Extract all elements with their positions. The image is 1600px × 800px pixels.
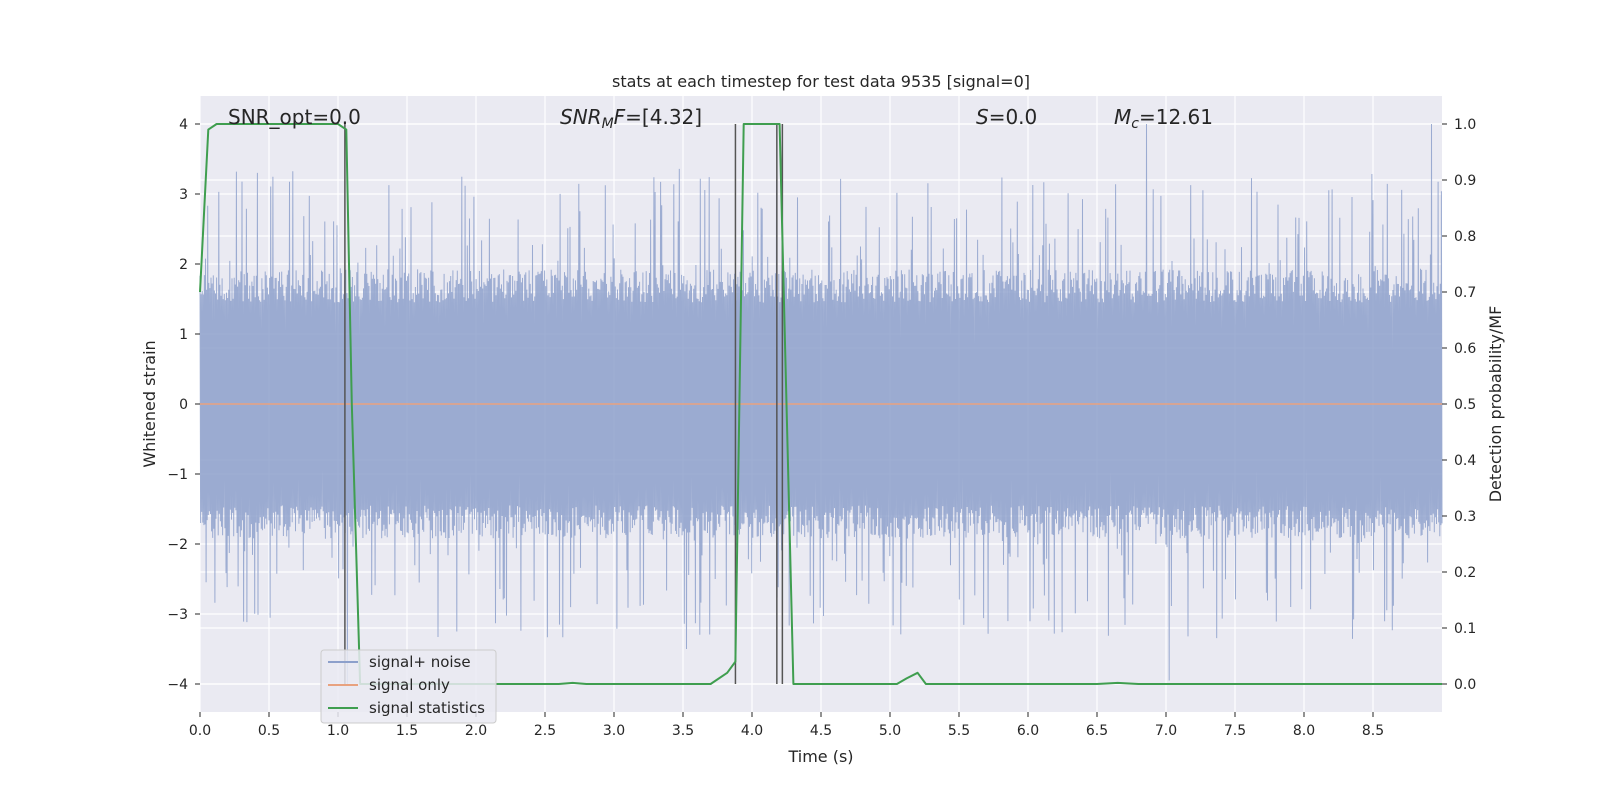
ticks: 0.0 0.5 1.0 1.5 2.0 2.5 3.0 3.5 4.0 4.5 5.0 5.5 6.0 6… [167, 117, 1476, 739]
annotation-snr-mf-rest: F [614, 105, 626, 129]
y-right-tick-label: 0.3 [1454, 509, 1476, 525]
x-tick-label: 2.0 [465, 723, 487, 739]
x-tick-label: 7.5 [1224, 723, 1246, 739]
chart-title: stats at each timestep for test data 953… [612, 72, 1030, 91]
annotation-s-value: =0.0 [989, 105, 1038, 129]
x-tick-label: 1.5 [396, 723, 418, 739]
y-tick-label: 1 [179, 327, 188, 343]
x-tick-label: 4.5 [810, 723, 832, 739]
x-axis-label: Time (s) [787, 747, 853, 766]
x-tick-label: 8.5 [1362, 723, 1384, 739]
y-axis-right-label: Detection probability/MF [1486, 306, 1505, 503]
x-tick-label: 0.0 [189, 723, 211, 739]
annotation-mc-value: =12.61 [1139, 105, 1213, 129]
y-right-tick-label: 0.1 [1454, 621, 1476, 637]
y-right-tick-label: 0.7 [1454, 285, 1476, 301]
statistics-series [199, 123, 1442, 685]
y-tick-label: −1 [167, 467, 188, 483]
x-tick-label: 0.5 [258, 723, 280, 739]
y-right-tick-label: 0.2 [1454, 565, 1476, 581]
x-tick-label: 3.5 [672, 723, 694, 739]
annotation-s-label: S [976, 105, 989, 129]
y-tick-label: 0 [179, 397, 188, 413]
annotation-snr-mf-main: SNR [560, 105, 602, 129]
x-tick-label: 5.5 [948, 723, 970, 739]
x-tick-label: 6.5 [1086, 723, 1108, 739]
legend-label-noise: signal+ noise [369, 653, 471, 671]
annotation-mc-sub: c [1131, 116, 1139, 132]
y-right-tick-label: 1.0 [1454, 117, 1476, 133]
legend-label-statistics: signal statistics [369, 699, 485, 717]
annotation-s: S=0.0 [976, 105, 1037, 129]
y-tick-label: −4 [167, 677, 188, 693]
annotation-mc: Mc=12.61 [1114, 105, 1213, 132]
y-tick-label: 4 [179, 117, 188, 133]
noise-trace [199, 123, 1443, 685]
x-tick-label: 1.0 [327, 723, 349, 739]
x-tick-label: 3.0 [603, 723, 625, 739]
y-right-tick-label: 0.8 [1454, 229, 1476, 245]
y-right-tick-label: 0.6 [1454, 341, 1476, 357]
noise-series [199, 123, 1443, 685]
annotation-snr-mf-value: =[4.32] [625, 105, 702, 129]
legend: signal+ noise signal only signal statist… [320, 649, 497, 724]
y-right-tick-label: 0.9 [1454, 173, 1476, 189]
annotation-mc-main: M [1114, 105, 1131, 129]
legend-label-signal: signal only [369, 676, 450, 694]
y-right-tick-label: 0.4 [1454, 453, 1476, 469]
annotation-snr-opt: SNR_opt=0.0 [228, 105, 361, 129]
x-tick-label: 4.0 [741, 723, 763, 739]
statistics-line [199, 123, 1442, 685]
y-right-tick-label: 0.0 [1454, 677, 1476, 693]
x-tick-label: 6.0 [1017, 723, 1039, 739]
y-tick-label: 3 [179, 187, 188, 203]
x-tick-label: 2.5 [534, 723, 556, 739]
x-tick-label: 7.0 [1155, 723, 1177, 739]
y-tick-label: −3 [167, 607, 188, 623]
y-tick-label: 2 [179, 257, 188, 273]
x-tick-label: 5.0 [879, 723, 901, 739]
annotation-snr-mf: SNRMF=[4.32] [560, 105, 702, 132]
annotation-snr-mf-sub: M [602, 116, 614, 132]
y-tick-label: −2 [167, 537, 188, 553]
y-axis-label: Whitened strain [140, 340, 159, 467]
y-right-tick-label: 0.5 [1454, 397, 1476, 413]
legend-box [320, 649, 497, 724]
x-tick-label: 8.0 [1293, 723, 1315, 739]
